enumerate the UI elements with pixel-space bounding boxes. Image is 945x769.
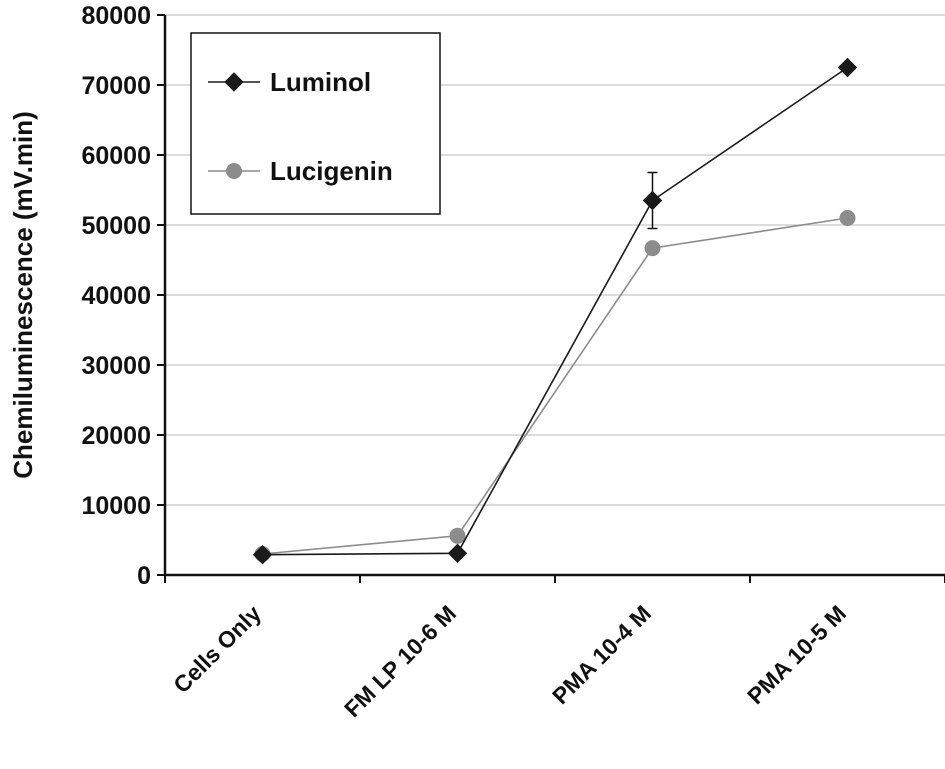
y-axis-title: Chemiluminescence (mV.min) xyxy=(8,111,38,479)
legend-marker xyxy=(224,72,244,92)
legend-item-lucigenin: Lucigenin xyxy=(208,156,393,186)
y-tick-label: 0 xyxy=(137,562,151,590)
y-tick-label: 30000 xyxy=(81,352,151,380)
x-tick-label: PMA 10-4 M xyxy=(547,600,656,709)
data-point xyxy=(839,210,856,226)
data-point xyxy=(642,190,663,211)
y-tick-label: 70000 xyxy=(81,72,151,100)
series-line xyxy=(262,217,848,555)
data-point xyxy=(447,543,468,564)
data-point xyxy=(449,527,466,544)
y-axis-ticks: 0 10000 20000 30000 40000 50000 60000 70000 8000… xyxy=(81,2,165,590)
data-series xyxy=(252,57,858,565)
y-tick-label: 10000 xyxy=(81,492,151,520)
legend: Luminol Lucigenin xyxy=(190,32,441,215)
data-point xyxy=(644,240,661,257)
legend-item-luminol: Luminol xyxy=(208,67,371,97)
y-tick-label: 40000 xyxy=(81,282,151,310)
y-tick-label: 60000 xyxy=(81,142,151,170)
series-luminol xyxy=(252,57,858,565)
legend-box xyxy=(190,32,441,215)
x-tick-label: FM LP 10-6 M xyxy=(339,600,461,722)
x-tick-label: PMA 10-5 M xyxy=(742,600,851,709)
legend-marker xyxy=(226,163,242,179)
series-lucigenin xyxy=(254,210,856,562)
legend-label: Lucigenin xyxy=(270,156,393,186)
data-point xyxy=(837,57,858,78)
data-point xyxy=(252,544,273,565)
y-tick-label: 20000 xyxy=(81,422,151,450)
legend-label: Luminol xyxy=(270,67,371,97)
series-line xyxy=(262,66,848,556)
y-tick-label: 50000 xyxy=(81,212,151,240)
y-tick-label: 80000 xyxy=(81,2,151,30)
x-axis-ticks: Cells Only FM LP 10-6 M PMA 10-4 M PMA 10-5… xyxy=(164,575,945,722)
x-tick-label: Cells Only xyxy=(168,600,266,698)
